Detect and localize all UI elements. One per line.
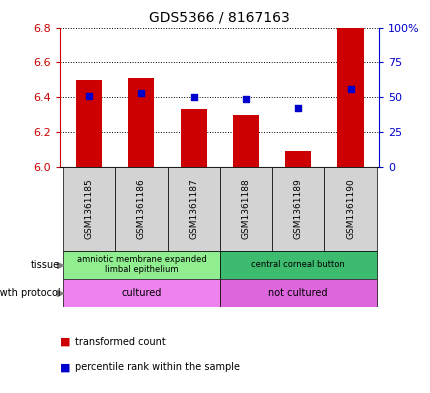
Text: GSM1361186: GSM1361186 xyxy=(137,178,145,239)
Bar xyxy=(337,28,363,167)
Point xyxy=(242,96,249,103)
Point xyxy=(190,94,197,100)
Text: cultured: cultured xyxy=(121,288,161,298)
Title: GDS5366 / 8167163: GDS5366 / 8167163 xyxy=(149,11,289,25)
Text: not cultured: not cultured xyxy=(268,288,327,298)
Bar xyxy=(219,251,376,279)
Text: GSM1361189: GSM1361189 xyxy=(293,178,302,239)
Text: percentile rank within the sample: percentile rank within the sample xyxy=(75,362,240,373)
Bar xyxy=(128,78,154,167)
Text: amniotic membrane expanded
limbal epithelium: amniotic membrane expanded limbal epithe… xyxy=(77,255,206,274)
Bar xyxy=(63,167,115,251)
Text: GSM1361188: GSM1361188 xyxy=(241,178,250,239)
Bar xyxy=(219,279,376,307)
Text: tissue: tissue xyxy=(31,260,60,270)
Text: GSM1361190: GSM1361190 xyxy=(345,178,354,239)
Text: ■: ■ xyxy=(60,362,71,373)
Bar xyxy=(271,167,324,251)
Point xyxy=(86,92,92,99)
Bar xyxy=(324,167,376,251)
Text: growth protocol: growth protocol xyxy=(0,288,60,298)
Bar xyxy=(180,110,206,167)
Bar xyxy=(285,151,310,167)
Bar xyxy=(63,251,219,279)
Bar xyxy=(232,115,258,167)
Text: ■: ■ xyxy=(60,337,71,347)
Bar xyxy=(167,167,219,251)
Point xyxy=(138,90,144,96)
Point xyxy=(294,105,301,112)
Text: transformed count: transformed count xyxy=(75,337,166,347)
Bar xyxy=(63,279,219,307)
Bar xyxy=(115,167,167,251)
Text: central corneal button: central corneal button xyxy=(251,260,344,269)
Point xyxy=(346,86,353,93)
Text: GSM1361185: GSM1361185 xyxy=(84,178,93,239)
Bar xyxy=(76,80,102,167)
Text: GSM1361187: GSM1361187 xyxy=(189,178,198,239)
Bar xyxy=(219,167,271,251)
